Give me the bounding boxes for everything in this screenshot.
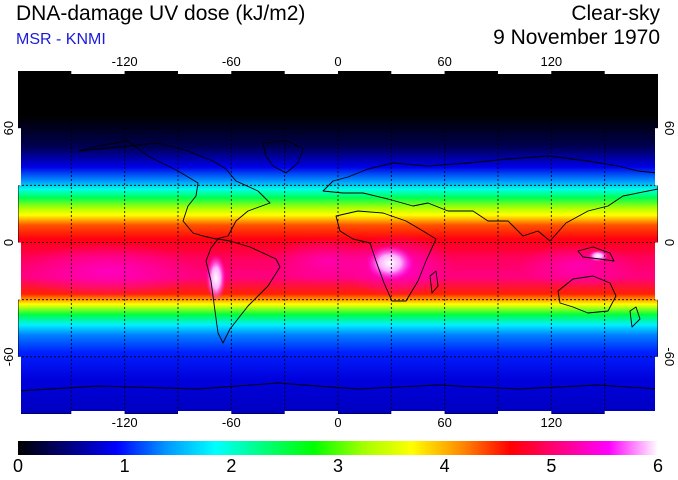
colorbar-tick-label: 4 [439,456,450,476]
lat-tick-label-right: -60 [662,347,677,366]
lat-tick-label-left: 60 [1,121,16,135]
lat-tick-label-left: -60 [1,347,16,366]
colorbar-tick-label: 0 [12,456,24,476]
colorbar-tick-label: 6 [652,456,664,476]
lon-tick-label-bottom: -60 [222,415,241,430]
pacific-magenta-patch [18,243,198,299]
sky-condition-label: Clear-sky [571,2,660,25]
colorbar-tick-label: 1 [119,456,130,476]
lat-tick-label-left: 0 [1,239,16,246]
lon-tick-label-top: -120 [112,54,138,69]
lon-tick-label-bottom: -120 [112,415,138,430]
lat-tick-label-right: 60 [662,121,677,135]
colorbar [18,441,658,455]
colorbar-tick-label: 3 [332,456,344,476]
lon-tick-label-bottom: 0 [334,415,341,430]
graticule [18,71,658,414]
lat-tick-label-right: 0 [662,239,677,246]
lon-tick-label-bottom: 120 [540,415,562,430]
lon-tick-label-top: 60 [437,54,451,69]
australia-magenta-patch [518,244,638,288]
lon-tick-label-top: 120 [540,54,562,69]
colorbar-tick-label: 5 [546,456,557,476]
credit-label: MSR - KNMI [16,31,106,48]
coastlines [18,140,658,392]
lon-tick-label-top: -60 [222,54,241,69]
date-label: 9 November 1970 [493,26,660,49]
map-title: DNA-damage UV dose (kJ/m2) [16,2,306,25]
africa-hotspot [366,245,414,281]
map-frame [18,71,658,414]
lon-tick-label-bottom: 60 [437,415,451,430]
andes-hotspot [206,254,226,302]
lon-tick-label-top: 0 [334,54,341,69]
uv-dose-map [18,71,658,414]
colorbar-tick-label: 2 [226,456,237,476]
